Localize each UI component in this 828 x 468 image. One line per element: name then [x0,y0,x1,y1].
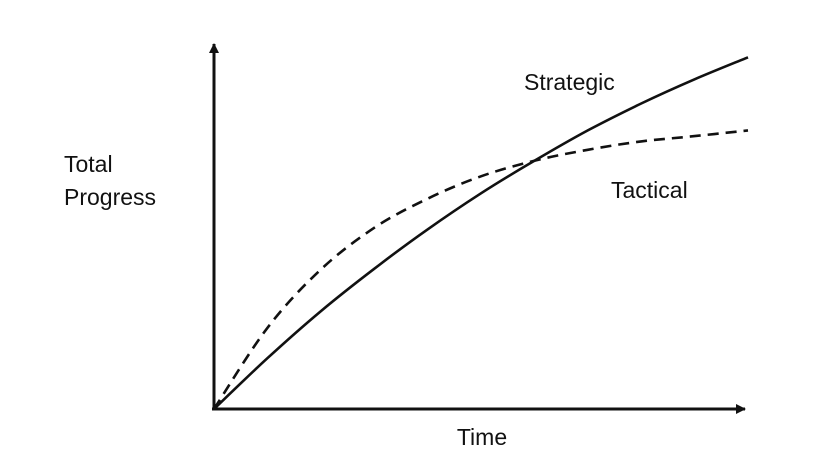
x-axis-label: Time [457,424,507,450]
y-axis-label-line2: Progress [64,184,156,210]
y-axis-label-line1: Total [64,151,113,177]
series-label-tactical: Tactical [611,177,688,203]
axes [209,43,746,414]
series-line-tactical [212,129,749,410]
series-line-strategic [213,56,749,410]
series-layer [212,56,749,410]
series-label-strategic: Strategic [524,69,615,95]
